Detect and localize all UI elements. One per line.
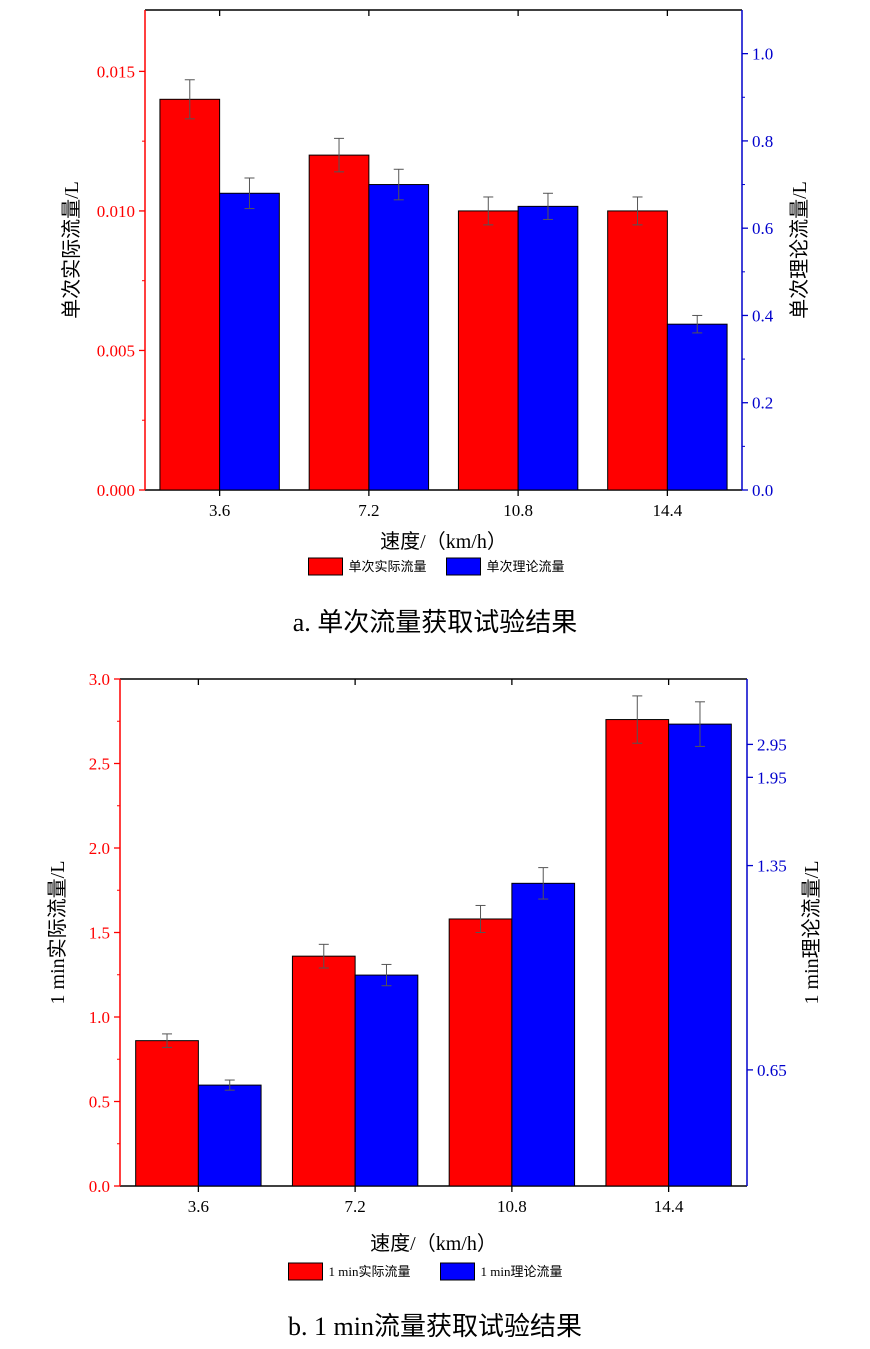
chart-b: 0.0 0.5 1.0 1.5 2.0 2.5 3.0 0.65 1.35 1.95 2.95 3.6…	[46, 670, 823, 1341]
right-y-tick-label: 0.2	[752, 394, 773, 413]
x-tick-label: 14.4	[653, 501, 683, 520]
left-y-tick-label: 2.5	[89, 755, 110, 774]
x-tick-label: 3.6	[188, 1197, 209, 1216]
x-tick-label: 14.4	[654, 1197, 684, 1216]
x-tick-label: 3.6	[209, 501, 230, 520]
legend-swatch-actual	[308, 557, 343, 576]
theoretical-bar	[197, 1084, 262, 1187]
right-y-tick-label: 2.95	[757, 735, 787, 754]
legend-label-theoretical: 单次理论流量	[487, 559, 565, 574]
legend-swatch-actual	[288, 1262, 323, 1281]
actual-bar	[457, 210, 519, 491]
right-y-tick-label: 1.35	[757, 857, 787, 876]
x-axis-label: 速度/（km/h）	[370, 1232, 497, 1255]
right-y-tick-label: 0.65	[757, 1061, 787, 1080]
right-y-tick-label: 0.0	[752, 481, 773, 500]
actual-bar	[448, 918, 513, 1187]
left-y-axis-label: 单次实际流量/L	[60, 181, 83, 319]
left-y-axis-label: 1 min实际流量/L	[46, 861, 69, 1005]
right-y-tick-label: 0.6	[752, 219, 773, 238]
theoretical-bar	[511, 882, 576, 1187]
x-tick-label: 7.2	[358, 501, 379, 520]
right-y-axis-label: 单次理论流量/L	[788, 181, 811, 319]
left-y-tick-label: 0.010	[97, 202, 135, 221]
actual-bar	[607, 210, 668, 491]
chart-a: 0.000 0.005 0.010 0.015 0.0 0.2 0.4 0.6 0.8 1.0 3.…	[60, 9, 811, 637]
left-y-tick-label: 0.5	[89, 1093, 110, 1112]
figure-caption: a. 单次流量获取试验结果	[293, 608, 578, 637]
right-y-tick-label: 0.4	[752, 306, 774, 325]
right-y-axis-label: 1 min理论流量/L	[800, 861, 823, 1005]
theoretical-bar	[517, 205, 579, 491]
theoretical-bar	[666, 323, 728, 491]
actual-bar	[159, 98, 221, 491]
right-y-tick-label: 0.8	[752, 132, 773, 151]
legend: 1 min实际流量 1 min理论流量	[288, 1262, 563, 1281]
actual-bar	[605, 719, 670, 1187]
legend-label-actual: 单次实际流量	[349, 559, 427, 574]
x-tick-label: 10.8	[497, 1197, 527, 1216]
theoretical-bar	[368, 184, 430, 491]
theoretical-bar	[668, 723, 732, 1187]
actual-bar	[308, 154, 370, 491]
figure-caption: b. 1 min流量获取试验结果	[288, 1312, 582, 1341]
theoretical-bar	[219, 192, 280, 491]
legend-label-actual: 1 min实际流量	[329, 1264, 411, 1279]
left-y-tick-label: 3.0	[89, 670, 110, 689]
x-axis-label: 速度/（km/h）	[380, 530, 507, 553]
actual-bar	[291, 955, 356, 1187]
left-y-tick-label: 0.015	[97, 62, 135, 81]
x-tick-label: 7.2	[345, 1197, 366, 1216]
actual-bar	[135, 1040, 199, 1187]
left-y-tick-label: 2.0	[89, 839, 110, 858]
left-y-tick-label: 0.000	[97, 481, 135, 500]
theoretical-bar	[354, 974, 419, 1187]
legend-label-theoretical: 1 min理论流量	[481, 1264, 563, 1279]
right-y-tick-label: 1.95	[757, 768, 787, 787]
x-tick-label: 10.8	[503, 501, 533, 520]
left-y-tick-label: 1.0	[89, 1008, 110, 1027]
left-y-tick-label: 1.5	[89, 924, 110, 943]
legend: 单次实际流量 单次理论流量	[308, 557, 565, 576]
left-y-tick-label: 0.005	[97, 341, 135, 360]
left-y-tick-label: 0.0	[89, 1177, 110, 1196]
right-y-tick-label: 1.0	[752, 45, 773, 64]
legend-swatch-theoretical	[440, 1262, 475, 1281]
legend-swatch-theoretical	[446, 557, 481, 576]
